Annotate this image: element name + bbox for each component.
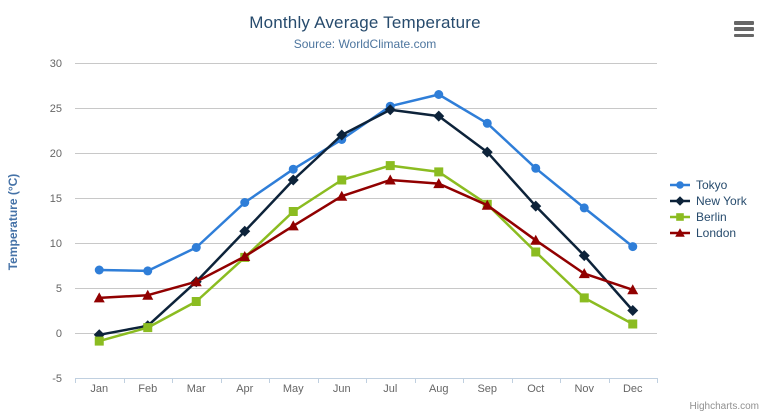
hamburger-icon — [734, 21, 754, 25]
data-point-marker-circle[interactable] — [191, 243, 201, 252]
data-point-marker-square[interactable] — [579, 293, 589, 303]
y-axis-tick-label: 0 — [55, 327, 62, 340]
data-point-marker-diamond[interactable] — [530, 200, 542, 212]
y-axis-tick-label: 15 — [49, 192, 62, 205]
data-point-marker-circle[interactable] — [628, 242, 638, 252]
x-axis-category-label: Mar — [186, 383, 206, 395]
data-point-marker-diamond[interactable] — [675, 196, 685, 206]
data-point-marker-diamond[interactable] — [627, 305, 639, 316]
series-line-london[interactable] — [98, 178, 634, 300]
data-point-marker-square[interactable] — [385, 161, 395, 171]
x-axis-category-label: Aug — [428, 383, 449, 395]
data-point-marker-square[interactable] — [191, 297, 201, 306]
data-point-marker-triangle[interactable] — [675, 228, 685, 237]
data-point-marker-circle[interactable] — [434, 90, 444, 99]
data-point-marker-circle[interactable] — [531, 163, 541, 173]
y-axis-tick-label: 25 — [49, 102, 62, 115]
legend-item-label: Tokyo — [696, 178, 728, 192]
data-point-marker-circle[interactable] — [288, 164, 298, 174]
legend-item-label: Berlin — [696, 210, 727, 224]
legend-item-label: London — [696, 226, 737, 240]
data-point-marker-diamond[interactable] — [336, 129, 348, 141]
data-point-marker-triangle[interactable] — [433, 178, 445, 189]
data-point-marker-triangle[interactable] — [190, 276, 202, 287]
legend-marker-circle-icon — [670, 181, 690, 189]
data-point-marker-circle[interactable] — [676, 181, 684, 189]
data-point-marker-triangle[interactable] — [287, 220, 299, 231]
x-axis-category-label: Sep — [477, 383, 498, 395]
y-axis-tick-label: -5 — [52, 372, 62, 385]
legend: Tokyo New York Berlin London — [669, 177, 747, 241]
series-line-tokyo[interactable] — [98, 93, 634, 273]
x-axis-category-label: Nov — [574, 383, 595, 395]
credits-link[interactable]: Highcharts.com — [689, 401, 759, 412]
data-point-marker-triangle[interactable] — [336, 190, 348, 201]
data-point-marker-diamond[interactable] — [481, 146, 493, 158]
legend-marker-square-icon — [670, 213, 690, 221]
legend-item-label: New York — [696, 194, 747, 208]
series-line-new-york[interactable] — [98, 108, 634, 337]
data-point-marker-diamond[interactable] — [239, 225, 251, 237]
x-axis-category-label: Feb — [138, 383, 158, 395]
x-axis-category-label: Jan — [90, 383, 109, 395]
data-point-marker-circle[interactable] — [482, 118, 492, 128]
hamburger-icon — [734, 27, 754, 31]
y-axis-tick-label: 10 — [49, 237, 62, 250]
series-line-berlin[interactable] — [98, 164, 634, 343]
data-point-marker-triangle[interactable] — [481, 199, 493, 210]
data-point-marker-circle[interactable] — [240, 198, 250, 207]
y-axis-tick-label: 30 — [49, 57, 62, 70]
data-point-marker-circle[interactable] — [143, 266, 153, 276]
data-point-marker-triangle[interactable] — [239, 251, 251, 261]
data-point-marker-triangle[interactable] — [142, 289, 154, 300]
data-point-marker-circle[interactable] — [579, 203, 589, 213]
data-point-marker-circle[interactable] — [94, 265, 104, 275]
legend-item-new-york[interactable]: New York — [669, 193, 747, 209]
data-point-marker-diamond[interactable] — [433, 110, 445, 122]
legend-marker-diamond-icon — [670, 196, 690, 206]
hamburger-icon — [734, 33, 754, 37]
x-axis-category-label: Apr — [236, 383, 254, 395]
export-menu-button[interactable] — [732, 19, 756, 39]
legend-item-london[interactable]: London — [669, 225, 747, 241]
legend-item-tokyo[interactable]: Tokyo — [669, 177, 747, 193]
data-point-marker-square[interactable] — [434, 167, 444, 177]
legend-item-berlin[interactable]: Berlin — [669, 209, 747, 225]
x-axis-category-label: Dec — [622, 383, 643, 395]
data-point-marker-triangle[interactable] — [93, 292, 105, 303]
data-point-marker-triangle[interactable] — [578, 268, 590, 279]
legend-marker-triangle-icon — [670, 228, 690, 237]
x-axis-category-label: Oct — [527, 383, 545, 395]
y-axis-tick-label: 5 — [55, 282, 62, 295]
chart-subtitle: Source: WorldClimate.com — [293, 37, 437, 51]
data-point-marker-square[interactable] — [531, 247, 541, 257]
data-point-marker-diamond[interactable] — [287, 174, 299, 186]
data-point-marker-triangle[interactable] — [384, 174, 396, 185]
data-point-marker-square[interactable] — [143, 323, 153, 333]
x-axis-category-label: Jul — [383, 383, 398, 395]
data-point-marker-square[interactable] — [337, 175, 347, 185]
chart-title: Monthly Average Temperature — [249, 13, 481, 32]
y-axis-tick-label: 20 — [49, 147, 62, 160]
data-point-marker-diamond[interactable] — [578, 250, 590, 262]
data-point-marker-square[interactable] — [676, 213, 684, 221]
data-point-marker-triangle[interactable] — [627, 284, 639, 295]
data-point-marker-triangle[interactable] — [530, 234, 542, 245]
data-point-marker-square[interactable] — [628, 319, 638, 329]
x-axis-category-label: May — [282, 383, 304, 395]
data-point-marker-square[interactable] — [288, 207, 298, 216]
data-point-marker-diamond[interactable] — [384, 104, 396, 116]
x-axis-category-label: Jun — [332, 383, 351, 395]
data-point-marker-square[interactable] — [94, 336, 104, 346]
